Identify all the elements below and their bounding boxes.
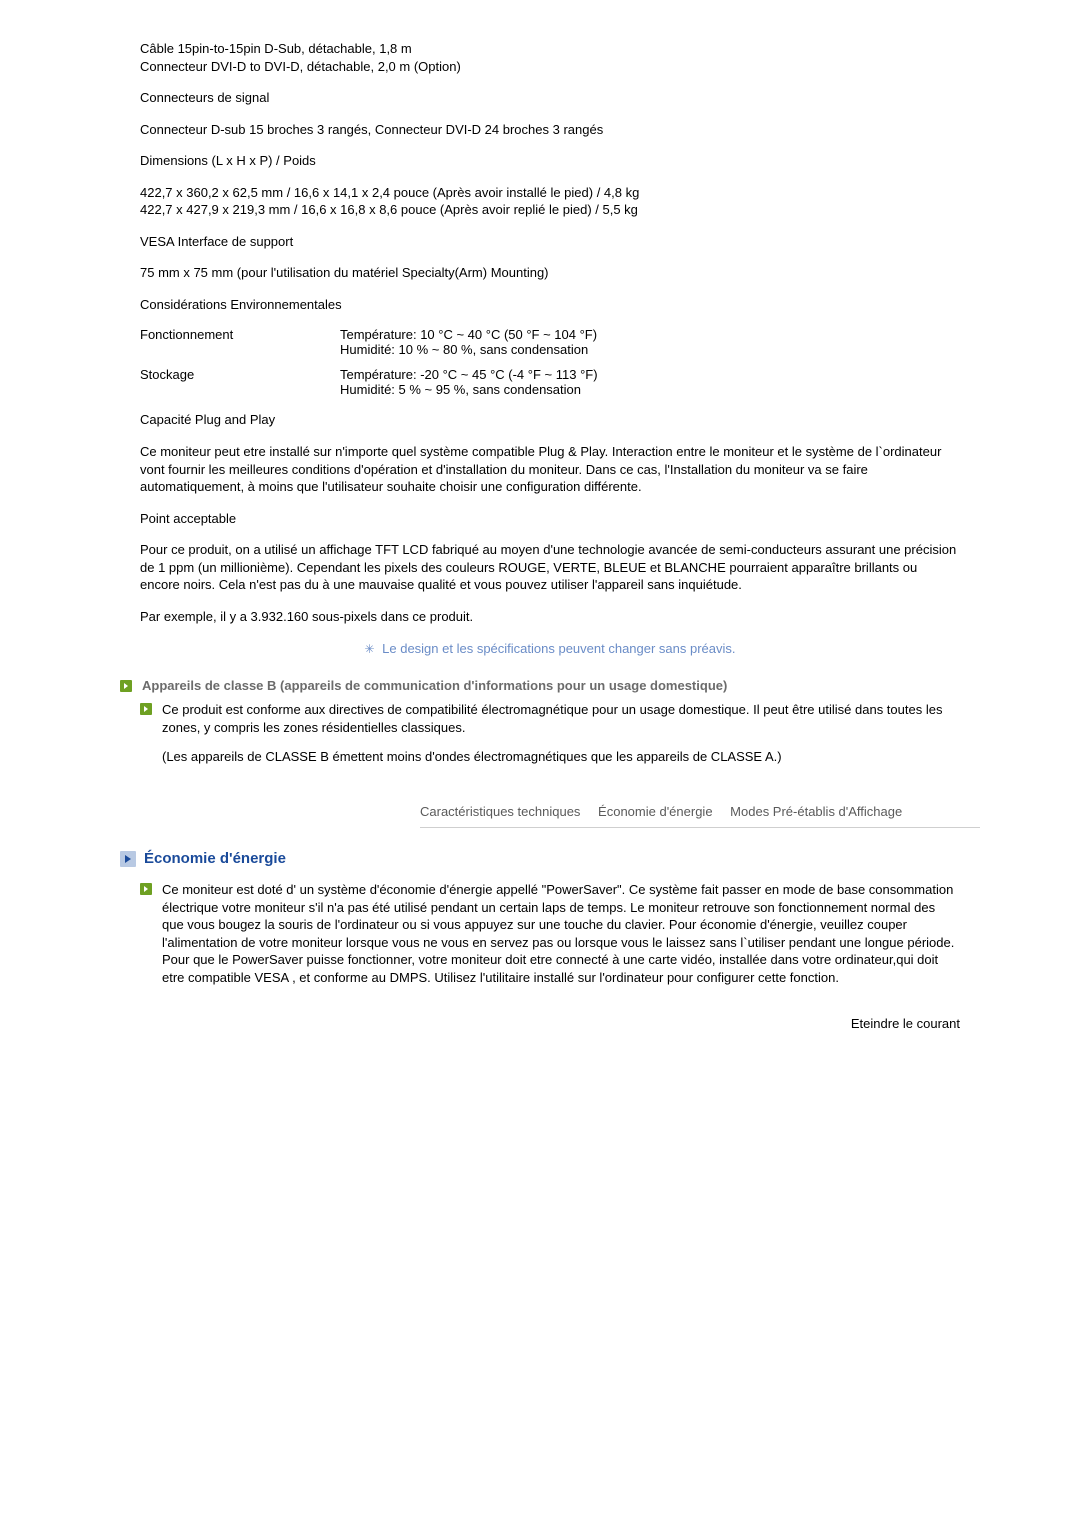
energy-body: Ce moniteur est doté d' un système d'éco… bbox=[162, 881, 960, 986]
arrow-right-icon bbox=[120, 680, 132, 692]
tab-modes[interactable]: Modes Pré-établis d'Affichage bbox=[730, 804, 902, 819]
cable-line-1: Câble 15pin-to-15pin D-Sub, détachable, … bbox=[140, 41, 412, 56]
point-heading: Point acceptable bbox=[140, 510, 960, 528]
pnp-body: Ce moniteur peut etre installé sur n'imp… bbox=[140, 443, 960, 496]
dimensions-heading: Dimensions (L x H x P) / Poids bbox=[140, 152, 960, 170]
env-storage-row: Stockage Température: -20 °C ~ 45 °C (-4… bbox=[140, 367, 960, 397]
env-operation-label: Fonctionnement bbox=[140, 327, 340, 357]
classb-heading-row: Appareils de classe B (appareils de comm… bbox=[120, 678, 960, 693]
classb-heading: Appareils de classe B (appareils de comm… bbox=[142, 678, 727, 693]
cable-line-2: Connecteur DVI-D to DVI-D, détachable, 2… bbox=[140, 59, 461, 74]
env-storage-label: Stockage bbox=[140, 367, 340, 397]
env-operation-row: Fonctionnement Température: 10 °C ~ 40 °… bbox=[140, 327, 960, 357]
tab-energy[interactable]: Économie d'énergie bbox=[598, 804, 713, 819]
env-operation-value: Température: 10 °C ~ 40 °C (50 °F ~ 104 … bbox=[340, 327, 960, 357]
env-op-line-2: Humidité: 10 % ~ 80 %, sans condensation bbox=[340, 342, 588, 357]
arrow-right-icon bbox=[140, 703, 152, 715]
env-st-line-2: Humidité: 5 % ~ 95 %, sans condensation bbox=[340, 382, 581, 397]
env-op-line-1: Température: 10 °C ~ 40 °C (50 °F ~ 104 … bbox=[340, 327, 597, 342]
signal-heading: Connecteurs de signal bbox=[140, 89, 960, 107]
energy-section-title: Économie d'énergie bbox=[144, 850, 286, 867]
point-example: Par exemple, il y a 3.932.160 sous-pixel… bbox=[140, 608, 960, 626]
power-off-label: Eteindre le courant bbox=[140, 1016, 960, 1031]
energy-section-head-row: Économie d'énergie bbox=[120, 850, 960, 867]
tab-specs[interactable]: Caractéristiques techniques bbox=[420, 804, 580, 819]
design-note: ✳ Le design et les spécifications peuven… bbox=[140, 641, 960, 656]
env-storage-value: Température: -20 °C ~ 45 °C (-4 °F ~ 113… bbox=[340, 367, 960, 397]
classb-para-2: (Les appareils de CLASSE B émettent moin… bbox=[162, 748, 960, 766]
cable-text: Câble 15pin-to-15pin D-Sub, détachable, … bbox=[140, 40, 960, 75]
dim-line-2: 422,7 x 427,9 x 219,3 mm / 16,6 x 16,8 x… bbox=[140, 202, 638, 217]
pnp-heading: Capacité Plug and Play bbox=[140, 411, 960, 429]
env-st-line-1: Température: -20 °C ~ 45 °C (-4 °F ~ 113… bbox=[340, 367, 598, 382]
classb-body-container: Ce produit est conforme aux directives d… bbox=[162, 701, 960, 780]
classb-body-row: Ce produit est conforme aux directives d… bbox=[140, 701, 960, 780]
dimensions-body: 422,7 x 360,2 x 62,5 mm / 16,6 x 14,1 x … bbox=[140, 184, 960, 219]
signal-body: Connecteur D-sub 15 broches 3 rangés, Co… bbox=[140, 121, 960, 139]
classb-para-1: Ce produit est conforme aux directives d… bbox=[162, 701, 960, 736]
point-body: Pour ce produit, on a utilisé un afficha… bbox=[140, 541, 960, 594]
env-heading: Considérations Environnementales bbox=[140, 296, 960, 314]
note-mark-icon: ✳ bbox=[364, 642, 374, 656]
arrow-right-icon bbox=[120, 851, 136, 867]
note-text: Le design et les spécifications peuvent … bbox=[382, 641, 735, 656]
dim-line-1: 422,7 x 360,2 x 62,5 mm / 16,6 x 14,1 x … bbox=[140, 185, 639, 200]
vesa-heading: VESA Interface de support bbox=[140, 233, 960, 251]
vesa-body: 75 mm x 75 mm (pour l'utilisation du mat… bbox=[140, 264, 960, 282]
tabs-nav: Caractéristiques techniques Économie d'é… bbox=[420, 804, 960, 819]
tabs-divider bbox=[420, 827, 980, 828]
energy-body-row: Ce moniteur est doté d' un système d'éco… bbox=[140, 881, 960, 986]
arrow-right-icon bbox=[140, 883, 152, 895]
